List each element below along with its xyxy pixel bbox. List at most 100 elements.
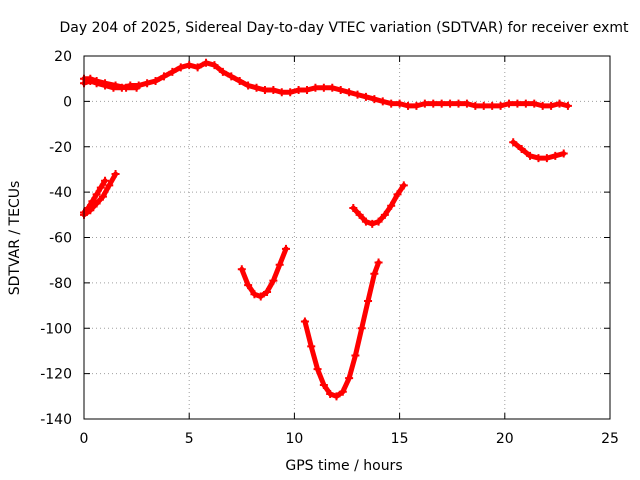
data-point <box>547 101 556 110</box>
data-point <box>471 101 480 110</box>
data-point <box>387 201 396 210</box>
data-point <box>454 99 463 108</box>
x-axis-label: GPS time / hours <box>285 458 402 474</box>
data-point <box>559 149 568 158</box>
data-point <box>420 99 429 108</box>
data-point <box>345 88 354 97</box>
data-point <box>534 154 543 163</box>
data-point <box>159 72 168 81</box>
y-tick-label: 20 <box>54 49 72 65</box>
data-point <box>338 387 347 396</box>
data-point <box>101 79 110 88</box>
data-point <box>294 86 303 95</box>
data-point <box>88 197 97 206</box>
data-point <box>250 290 259 299</box>
data-point <box>361 92 370 101</box>
data-point <box>374 217 383 226</box>
data-point <box>387 99 396 108</box>
data-point <box>542 154 551 163</box>
data-point <box>111 169 120 178</box>
data-point <box>275 260 284 269</box>
data-point <box>168 67 177 76</box>
series-secondary-track <box>80 74 141 92</box>
data-point <box>336 86 345 95</box>
series-main-track <box>80 58 572 110</box>
y-tick-label: -140 <box>40 412 72 428</box>
data-point <box>505 99 514 108</box>
x-tick-label: 25 <box>601 431 619 447</box>
plot-frame <box>83 55 611 420</box>
data-point <box>96 183 105 192</box>
data-point <box>509 138 518 147</box>
axis-ticks: 0 5 10 15 20 25 -140 -120 -100 -80 -60 -40 -20 0 20 <box>40 49 619 447</box>
data-point <box>513 99 522 108</box>
series-layer <box>80 58 572 401</box>
data-point <box>353 90 362 99</box>
data-point <box>269 86 278 95</box>
data-point <box>368 219 377 228</box>
data-point <box>277 88 286 97</box>
series-line <box>81 60 571 109</box>
data-point <box>122 83 131 92</box>
data-point <box>260 86 269 95</box>
data-point <box>210 61 219 70</box>
data-point <box>370 269 379 278</box>
data-point <box>86 74 95 83</box>
data-point <box>395 99 404 108</box>
data-point <box>111 81 120 90</box>
data-point <box>256 292 265 301</box>
data-point <box>300 317 309 326</box>
y-tick-label: -40 <box>49 185 72 201</box>
data-point <box>332 392 341 401</box>
data-point <box>244 81 253 90</box>
data-point <box>132 83 141 92</box>
x-tick-label: 20 <box>496 431 514 447</box>
data-point <box>303 86 312 95</box>
data-point <box>370 95 379 104</box>
data-point <box>326 390 335 399</box>
data-point <box>218 67 227 76</box>
data-point <box>378 97 387 106</box>
data-point <box>92 76 101 85</box>
series-line <box>302 260 382 399</box>
data-point <box>399 181 408 190</box>
data-point <box>244 281 253 290</box>
data-point <box>526 151 535 160</box>
data-point <box>92 190 101 199</box>
x-tick-label: 5 <box>185 431 194 447</box>
data-point <box>151 76 160 85</box>
data-point <box>364 297 373 306</box>
data-point <box>286 88 295 97</box>
chart-title: Day 204 of 2025, Sidereal Day-to-day VTE… <box>60 20 630 36</box>
data-point <box>235 76 244 85</box>
data-point <box>176 63 185 72</box>
data-point <box>429 99 438 108</box>
data-point <box>563 101 572 110</box>
data-point <box>555 99 564 108</box>
data-point <box>319 380 328 389</box>
data-point <box>92 199 101 208</box>
data-point <box>185 61 194 70</box>
data-point <box>380 210 389 219</box>
y-tick-label: -100 <box>40 321 72 337</box>
x-tick-label: 0 <box>80 431 89 447</box>
data-point <box>311 83 320 92</box>
data-point <box>374 258 383 267</box>
y-tick-label: 0 <box>63 94 72 110</box>
data-point <box>496 101 505 110</box>
data-point <box>479 101 488 110</box>
data-point <box>404 101 413 110</box>
series-arc-3 <box>237 244 290 301</box>
data-point <box>551 151 560 160</box>
data-point <box>193 63 202 72</box>
data-point <box>202 58 211 67</box>
data-point <box>86 206 95 215</box>
data-point <box>349 204 358 213</box>
series-arc-6 <box>509 138 568 163</box>
data-point <box>263 287 272 296</box>
data-point <box>462 99 471 108</box>
data-point <box>517 145 526 154</box>
data-point <box>357 324 366 333</box>
data-point <box>328 83 337 92</box>
